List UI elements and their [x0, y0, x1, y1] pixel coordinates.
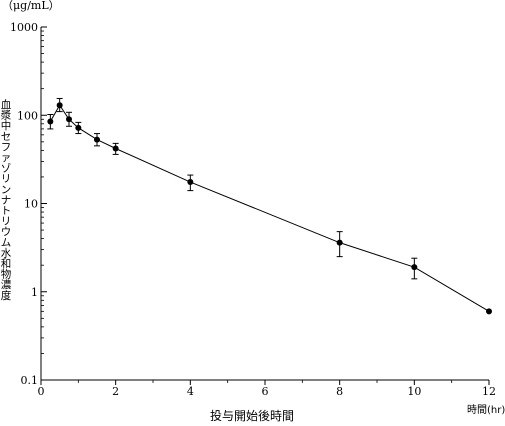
x-tick-label: 10: [407, 385, 421, 398]
x-tick-label: 4: [187, 385, 194, 398]
data-point: [75, 124, 82, 131]
data-point: [187, 179, 194, 186]
y-tick-label: 10: [24, 198, 38, 211]
series-line: [49, 104, 490, 312]
data-point: [56, 102, 63, 109]
data-point: [94, 136, 100, 143]
y-tick-label: 0.1: [21, 374, 39, 387]
y-axis-label-text: 血漿中セファゾリンナトリウム水和物濃度: [1, 98, 12, 302]
y-unit-label: （μg/mL）: [2, 0, 60, 12]
x-tick-label: 0: [38, 385, 45, 398]
series-line-group: [49, 104, 490, 312]
x-unit-label: 時間(hr): [467, 404, 505, 416]
data-point: [486, 308, 492, 315]
y-tick-group: 0.1 1 10 100 1000: [10, 21, 47, 387]
y-tick-label: 100: [17, 109, 38, 122]
y-tick-label: 1: [31, 286, 38, 299]
data-point: [47, 118, 54, 125]
x-tick-label: 2: [112, 385, 119, 398]
data-point-group: [47, 102, 492, 315]
data-point: [336, 239, 343, 246]
data-point: [66, 116, 72, 123]
x-tick-label: 6: [262, 385, 269, 398]
y-axis-label: 血漿中セファゾリンナトリウム水和物濃度: [1, 98, 12, 302]
y-tick-label: 1000: [10, 21, 38, 34]
axes: [40, 27, 489, 381]
error-bar-group: [47, 97, 418, 280]
data-point: [112, 145, 119, 152]
x-tick-label: 12: [482, 385, 496, 398]
x-tick-group: 0 2 4 6 8 10 12: [38, 380, 496, 398]
x-axis-label: 投与開始後時間: [210, 408, 294, 423]
data-point: [411, 264, 418, 271]
x-tick-label: 8: [336, 385, 343, 398]
